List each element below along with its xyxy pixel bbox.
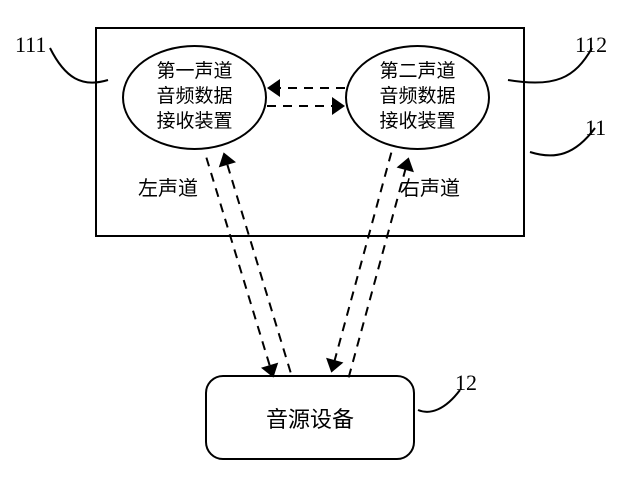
- ref-label-111: 111: [15, 32, 46, 58]
- ref-label-12: 12: [455, 370, 477, 396]
- left-channel-label: 左声道: [138, 172, 198, 201]
- right-receiver-line3: 接收装置: [379, 110, 455, 135]
- audio-source-node: 音源设备: [205, 375, 415, 460]
- ref-label-112: 112: [575, 32, 607, 58]
- right-receiver-node: 第二声道 音频数据 接收装置: [345, 45, 490, 150]
- right-receiver-line2: 音频数据: [379, 85, 455, 110]
- audio-source-label: 音源设备: [266, 402, 354, 434]
- left-receiver-line3: 接收装置: [156, 110, 232, 135]
- ref-label-11: 11: [585, 115, 606, 141]
- right-channel-label: 右声道: [400, 172, 460, 201]
- right-receiver-line1: 第二声道: [379, 60, 455, 85]
- left-receiver-line1: 第一声道: [156, 60, 232, 85]
- left-receiver-node: 第一声道 音频数据 接收装置: [122, 45, 267, 150]
- left-receiver-line2: 音频数据: [156, 85, 232, 110]
